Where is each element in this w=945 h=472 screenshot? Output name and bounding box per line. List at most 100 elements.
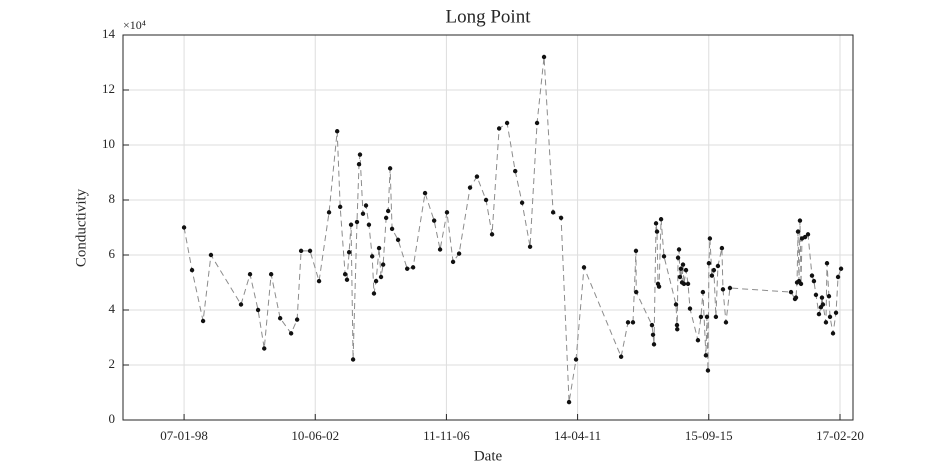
data-point (819, 295, 825, 300)
data-point (431, 218, 437, 223)
data-point (268, 272, 274, 277)
data-point (255, 307, 261, 313)
data-point (833, 310, 839, 315)
data-point (316, 278, 322, 284)
data-point (383, 215, 389, 221)
data-point (816, 311, 822, 317)
data-point (189, 267, 195, 273)
data-point (376, 245, 382, 251)
data-point (467, 185, 473, 190)
data-point (389, 226, 395, 232)
data-point (342, 272, 348, 277)
data-point (675, 327, 680, 332)
data-point (444, 210, 450, 215)
data-point (811, 278, 817, 284)
y-tick-label: 6 (109, 246, 116, 261)
data-point (360, 211, 366, 216)
data-point (709, 273, 715, 278)
data-point (437, 247, 443, 252)
data-point (337, 204, 343, 210)
data-point (326, 210, 332, 215)
y-tick-label: 0 (109, 411, 116, 426)
data-point (715, 263, 721, 269)
data-point (653, 221, 659, 226)
data-point (711, 267, 717, 273)
data-point (363, 203, 369, 208)
data-point (489, 232, 495, 237)
data-point (820, 302, 826, 307)
data-point (677, 274, 683, 280)
data-point (456, 251, 462, 256)
data-point (809, 273, 815, 278)
data-point (380, 262, 386, 267)
data-point (649, 322, 655, 328)
data-point (813, 292, 819, 298)
data-point (288, 331, 294, 336)
data-point (422, 190, 428, 196)
data-point (366, 222, 372, 227)
data-point (633, 248, 639, 254)
data-point (395, 237, 401, 243)
data-point (450, 259, 456, 265)
data-point (675, 255, 681, 260)
data-point (651, 342, 657, 347)
data-point (678, 266, 684, 271)
data-point (618, 354, 624, 359)
x-tick-label: 15-09-15 (685, 428, 733, 443)
plot-frame (122, 34, 854, 421)
data-point (369, 254, 375, 259)
data-point (519, 200, 525, 205)
data-point (723, 320, 729, 325)
data-point (823, 320, 829, 325)
data-point (835, 274, 841, 280)
data-point (827, 314, 833, 320)
data-point (404, 266, 410, 271)
x-tick-label: 10-06-02 (291, 428, 339, 443)
data-point (534, 120, 540, 126)
data-point (824, 261, 830, 266)
data-point (802, 234, 808, 240)
data-point (634, 289, 639, 295)
data-point (238, 302, 244, 307)
x-tick-label: 14-04-11 (554, 428, 601, 443)
data-point (474, 174, 480, 179)
data-point (262, 346, 267, 351)
data-point (674, 322, 680, 328)
y-axis-label: Conductivity (73, 188, 89, 267)
data-point (550, 210, 556, 215)
data-point (348, 222, 354, 227)
data-point (247, 272, 253, 277)
y-tick-label: 10 (102, 136, 115, 151)
data-point (680, 262, 686, 267)
data-point (581, 265, 587, 270)
data-point (788, 289, 794, 295)
data-point (793, 295, 799, 300)
data-point (797, 218, 803, 223)
data-point (706, 261, 712, 266)
data-point (625, 320, 631, 325)
data-point (727, 285, 733, 291)
data-point (298, 248, 304, 254)
data-point (720, 287, 726, 292)
data-point (661, 254, 667, 259)
data-point (527, 244, 533, 249)
data-point (371, 291, 377, 296)
y-tick-label: 12 (102, 81, 115, 96)
y-tick-label: 2 (109, 356, 116, 371)
x-axis-label: Date (474, 448, 503, 464)
data-point (685, 281, 691, 287)
data-point (294, 317, 300, 322)
y-exponent: ×10⁴ (123, 18, 146, 32)
data-point (504, 120, 510, 126)
data-point (410, 265, 416, 270)
data-point (795, 229, 801, 234)
data-point (354, 219, 360, 225)
data-point (378, 274, 384, 280)
data-point (200, 318, 206, 324)
data-point (208, 252, 214, 258)
data-point (496, 126, 502, 131)
data-point (513, 168, 518, 174)
data-point (357, 152, 363, 157)
